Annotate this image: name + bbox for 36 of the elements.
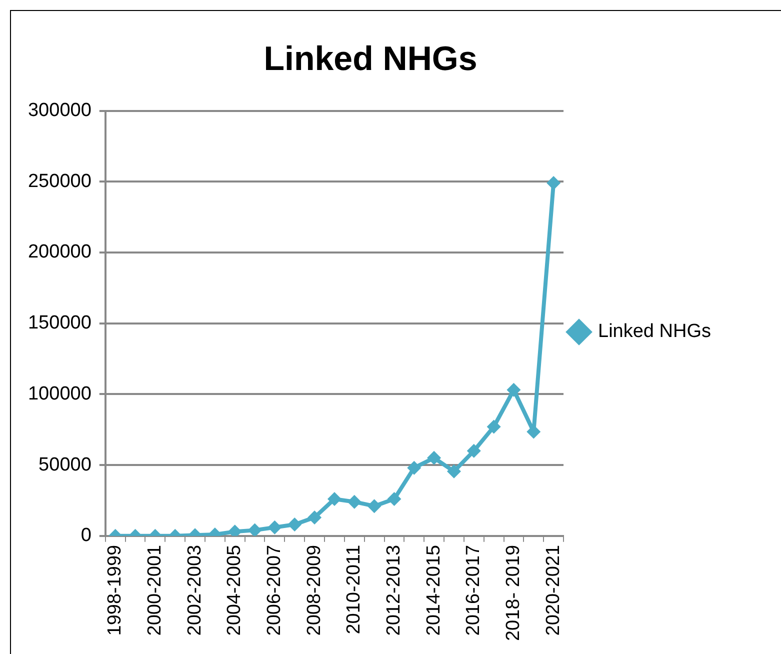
point (427, 450, 442, 465)
point (466, 444, 481, 458)
point (486, 420, 501, 434)
x-tick-label: 2002-2003 (184, 544, 206, 636)
x-tick-label: 2006-2007 (264, 544, 285, 636)
point (268, 520, 282, 534)
x-tick-label: 2018- 2019 (502, 544, 524, 642)
x-tick-label: 2012-2013 (383, 544, 404, 636)
point (546, 176, 561, 190)
point (506, 382, 521, 397)
legend-label: Linked NHGs (598, 321, 712, 342)
y-tick-label: 300000 (28, 100, 92, 122)
point (446, 464, 461, 478)
y-tick-label: 0 (80, 525, 92, 546)
x-tick-label: 2010-2011 (344, 544, 365, 634)
y-tick-label: 100000 (28, 383, 92, 404)
point (288, 518, 302, 532)
point (308, 510, 322, 524)
y-tick-label: 150000 (28, 312, 92, 334)
y-tick-label: 50000 (38, 454, 92, 476)
x-tick-label: 2014-2015 (423, 544, 444, 636)
x-tick-label: 2016-2017 (463, 544, 484, 636)
point (367, 499, 382, 514)
point (347, 494, 362, 509)
x-tick-label: 1998-1999 (104, 544, 126, 636)
y-tick-label: 250000 (28, 170, 92, 192)
x-tick-label: 2020-2021 (542, 544, 564, 636)
point (327, 492, 342, 506)
chart-title: Linked NHGs (264, 40, 478, 78)
point (407, 460, 422, 475)
x-tick-label: 2008-2009 (304, 544, 325, 636)
x-tick-label: 2004-2005 (224, 544, 246, 636)
point (387, 492, 402, 506)
x-tick-label: 2000-2001 (144, 544, 166, 636)
point (248, 523, 262, 536)
y-tick-label: 200000 (28, 242, 92, 263)
